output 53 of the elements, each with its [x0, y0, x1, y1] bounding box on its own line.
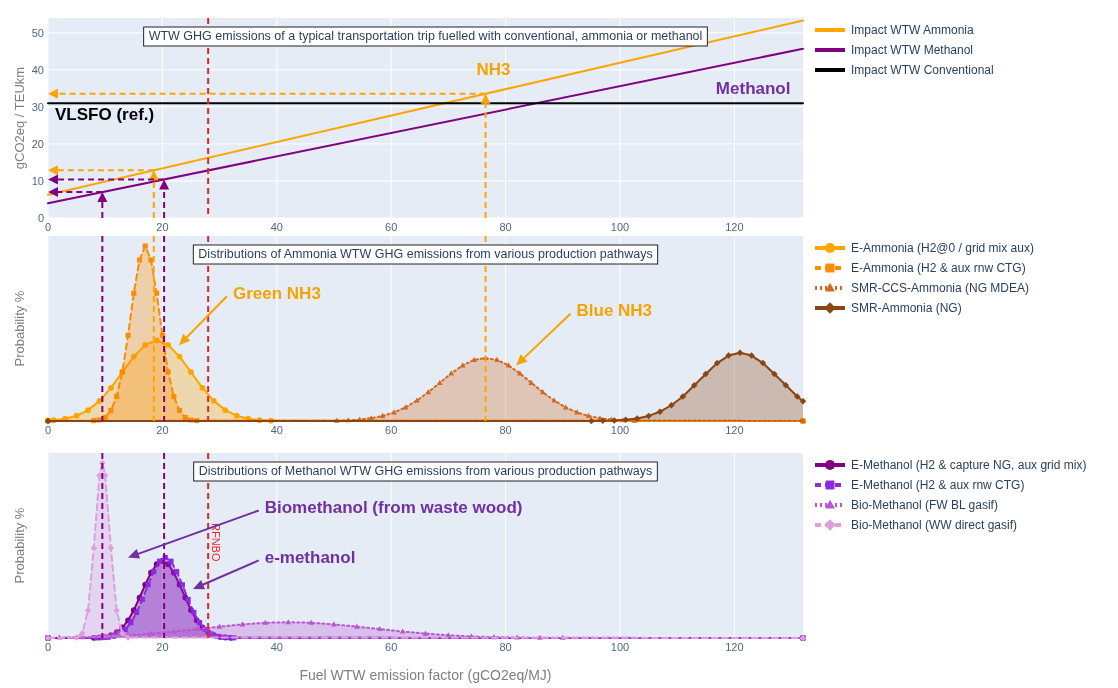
x-tick-label: 80: [499, 424, 512, 436]
x-tick-label: 120: [725, 641, 744, 653]
x-tick-label: 100: [610, 424, 630, 436]
text: WTW GHG emissions of a typical transportation trip fuelled with conventional, ammonia or methanol: [148, 29, 703, 43]
annotation: Methanol: [715, 79, 791, 99]
x-tick-label: 120: [725, 221, 744, 233]
legend-label: Impact WTW Methanol: [851, 43, 974, 57]
legend-label: SMR-CCS-Ammonia (NG MDEA): [851, 281, 1030, 295]
x-tick-label: 100: [610, 641, 630, 653]
legend-label: Impact WTW Conventional: [851, 63, 994, 77]
x-tick-label: 40: [270, 221, 283, 233]
annotation: Green NH3: [232, 283, 321, 303]
annotation: Biomethanol (from waste wood): [264, 497, 523, 517]
x-axis-title: Fuel WTW emission factor (gCO2eq/MJ): [299, 667, 552, 683]
legend-label: E-Methanol (H2 & aux rnw CTG): [851, 478, 1025, 492]
x-tick-label: 20: [156, 641, 169, 653]
legend-label: E-Ammonia (H2@0 / grid mix aux): [851, 241, 1034, 255]
x-tick-label: 100: [610, 221, 630, 233]
legend-label: Impact WTW Ammonia: [851, 23, 975, 37]
y-tick-label: 50: [31, 26, 44, 39]
x-tick-label: 0: [44, 221, 52, 233]
x-tick-label: 60: [385, 641, 398, 653]
y-tick-label: 10: [31, 174, 44, 187]
y-tick-label: 40: [31, 63, 44, 76]
y-tick-label: 0: [37, 212, 44, 224]
legend-label: E-Methanol (H2 & capture NG, aux grid mix): [851, 458, 1087, 472]
y-axis-title: gCO2eq / TEUkm: [12, 66, 27, 170]
x-tick-label: 60: [385, 221, 398, 233]
y-axis-title: Probability %: [12, 507, 27, 584]
x-tick-label: 0: [44, 424, 52, 436]
legend-label: SMR-Ammonia (NG): [851, 301, 962, 315]
x-tick-label: 80: [499, 221, 512, 233]
x-tick-label: 20: [156, 424, 169, 436]
y-axis-title: Probability %: [12, 290, 27, 367]
annotation: NH3: [476, 60, 511, 80]
x-tick-label: 0: [44, 641, 52, 653]
legend-label: E-Ammonia (H2 & aux rnw CTG): [851, 261, 1026, 275]
x-tick-label: 80: [499, 641, 512, 653]
x-tick-label: 60: [385, 424, 398, 436]
chart-title: Distributions of Ammonia WTW GHG emissions from various production pathways: [198, 247, 653, 261]
y-tick-label: 30: [31, 100, 44, 113]
ref-line-label: RFNBO: [210, 523, 223, 562]
legend-label: Bio-Methanol (FW BL gasif): [851, 498, 998, 512]
x-tick-label: 40: [270, 641, 283, 653]
annotation: VLSFO (ref.): [55, 105, 155, 125]
annotation: e-methanol: [264, 547, 356, 567]
legend-label: Bio-Methanol (WW direct gasif): [851, 518, 1018, 532]
x-tick-label: 120: [725, 424, 744, 436]
annotation: Blue NH3: [576, 301, 653, 321]
y-tick-label: 20: [31, 137, 44, 150]
chart-title: Distributions of Methanol WTW GHG emissions from various production pathways: [198, 464, 653, 478]
x-tick-label: 20: [156, 221, 169, 233]
x-tick-label: 40: [270, 424, 283, 436]
